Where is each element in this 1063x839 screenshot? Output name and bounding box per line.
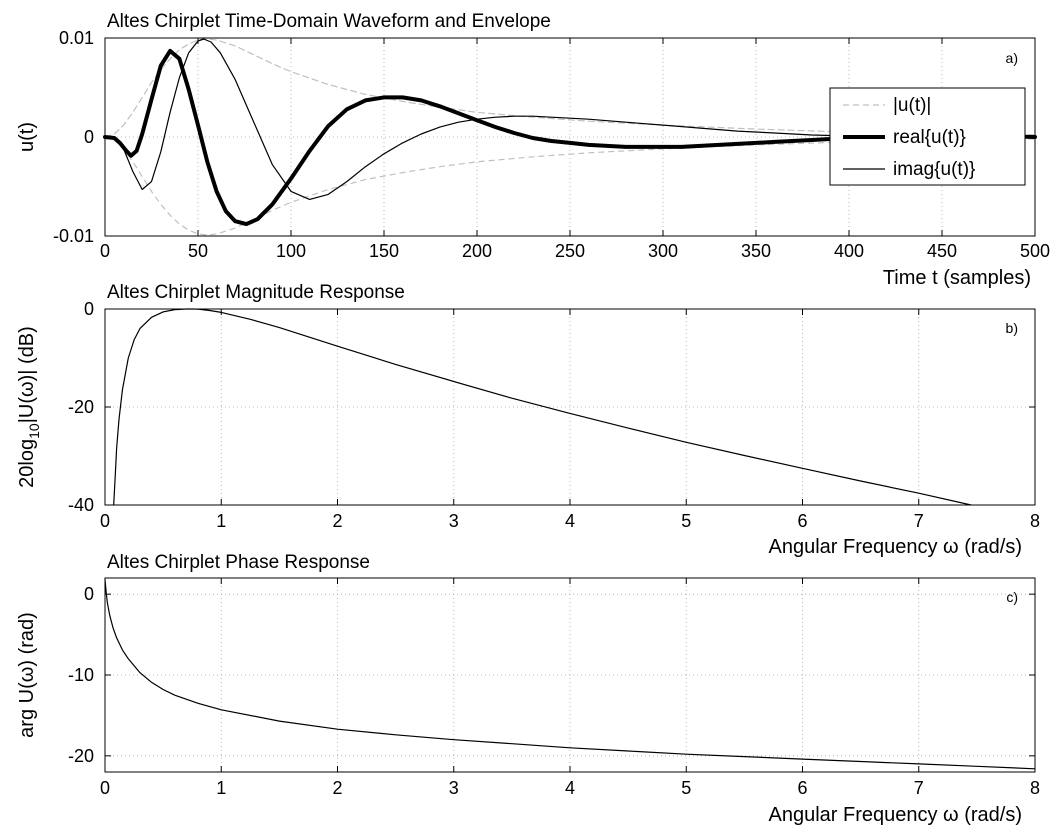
x-tick-label: 2 (332, 778, 342, 798)
x-tick-label: 150 (369, 241, 399, 261)
series-line-a-0-mirror (104, 136, 1036, 236)
panel-c-grid (105, 578, 1035, 772)
series-line-a-2 (104, 38, 1036, 200)
y-tick-label: 0 (84, 299, 94, 319)
series-line-a-0 (104, 38, 1036, 138)
series-line-c-0 (104, 578, 1036, 770)
panel-a-title: Altes Chirplet Time-Domain Waveform and … (107, 11, 551, 32)
x-tick-label: 8 (1030, 778, 1040, 798)
panel-b-title: Altes Chirplet Magnitude Response (107, 282, 405, 303)
y-tick-label: 0 (84, 584, 94, 604)
legend-label-imag: imag{u(t)} (893, 159, 975, 180)
panel-c-title: Altes Chirplet Phase Response (107, 552, 370, 573)
panel-b-label: b) (1006, 320, 1018, 336)
x-tick-label: 4 (565, 511, 575, 531)
panel-b-ticks: 0 1 2 3 4 5 6 7 8 -40 -20 0 (68, 299, 1040, 531)
x-tick-label: 1 (216, 511, 226, 531)
panel-c-xlabel: Angular Frequency ω (rad/s) (769, 804, 1023, 826)
panel-c-label: c) (1006, 589, 1018, 605)
x-tick-label: 4 (565, 778, 575, 798)
panel-a-ylabel: u(t) (16, 122, 38, 152)
x-tick-label: 200 (462, 241, 492, 261)
x-tick-label: 7 (914, 778, 924, 798)
y-tick-label: 0 (84, 127, 94, 147)
x-tick-label: 400 (834, 241, 864, 261)
panel-a-waveform: 0 50 100 150 200 250 300 350 400 450 500 -0.01 0 0.01… (16, 11, 1050, 289)
panel-a-xlabel: Time t (samples) (883, 267, 1031, 289)
panel-c-ticks: 0 1 2 3 4 5 6 7 8 -20 -10 0 (68, 578, 1040, 798)
panel-c-phase: 0 1 2 3 4 5 6 7 8 -20 -10 0 Altes Chirplet Phase Re… (16, 552, 1040, 826)
y-tick-label: -40 (68, 495, 94, 515)
x-tick-label: 250 (555, 241, 585, 261)
x-tick-label: 6 (797, 511, 807, 531)
x-tick-label: 100 (276, 241, 306, 261)
x-tick-label: 50 (188, 241, 208, 261)
series-line-a-1 (103, 48, 1037, 227)
x-tick-label: 3 (449, 778, 459, 798)
panel-b-xlabel: Angular Frequency ω (rad/s) (769, 536, 1023, 558)
x-tick-label: 350 (741, 241, 771, 261)
legend-label-envelope: |u(t)| (893, 95, 931, 116)
x-tick-label: 0 (100, 511, 110, 531)
y-tick-label: -20 (68, 746, 94, 766)
x-tick-label: 1 (216, 778, 226, 798)
x-tick-label: 3 (449, 511, 459, 531)
panel-a-plot-area (103, 38, 1037, 236)
x-tick-label: 0 (100, 241, 110, 261)
x-tick-label: 6 (797, 778, 807, 798)
x-tick-label: 5 (681, 511, 691, 531)
panel-b-grid (105, 309, 1035, 505)
y-tick-label: 0.01 (59, 28, 94, 48)
x-tick-label: 450 (927, 241, 957, 261)
panel-b-magnitude: 0 1 2 3 4 5 6 7 8 -40 -20 0 Altes Chirplet Magnitud… (16, 282, 1040, 558)
legend: |u(t)| real{u(t)} imag{u(t)} (829, 87, 1026, 186)
x-tick-label: 7 (914, 511, 924, 531)
panel-b-ylabel-sub: 10 (26, 423, 42, 439)
x-tick-label: 5 (681, 778, 691, 798)
panel-b-ylabel: 20log10|U(ω)| (dB) (16, 326, 42, 488)
y-tick-label: -10 (68, 665, 94, 685)
panel-c-plot-area (104, 578, 1036, 770)
x-tick-label: 500 (1020, 241, 1050, 261)
x-tick-label: 0 (100, 778, 110, 798)
y-tick-label: -20 (68, 397, 94, 417)
panel-a-grid (105, 38, 1035, 236)
panel-b-plot-area (113, 308, 972, 506)
panel-b-ylabel-rest: |U(ω)| (dB) (16, 326, 38, 423)
panel-a-ticks: 0 50 100 150 200 250 300 350 400 450 500 -0.01 0 0.01 (53, 28, 1050, 261)
series-line-b-0 (113, 308, 972, 506)
panel-a-label: a) (1006, 50, 1018, 66)
x-tick-label: 2 (332, 511, 342, 531)
x-tick-label: 8 (1030, 511, 1040, 531)
panel-c-ylabel: arg U(ω) (rad) (16, 612, 38, 738)
panel-b-ylabel-main: 20log (16, 439, 38, 488)
y-tick-label: -0.01 (53, 226, 94, 246)
legend-label-real: real{u(t)} (893, 127, 966, 148)
x-tick-label: 300 (648, 241, 678, 261)
